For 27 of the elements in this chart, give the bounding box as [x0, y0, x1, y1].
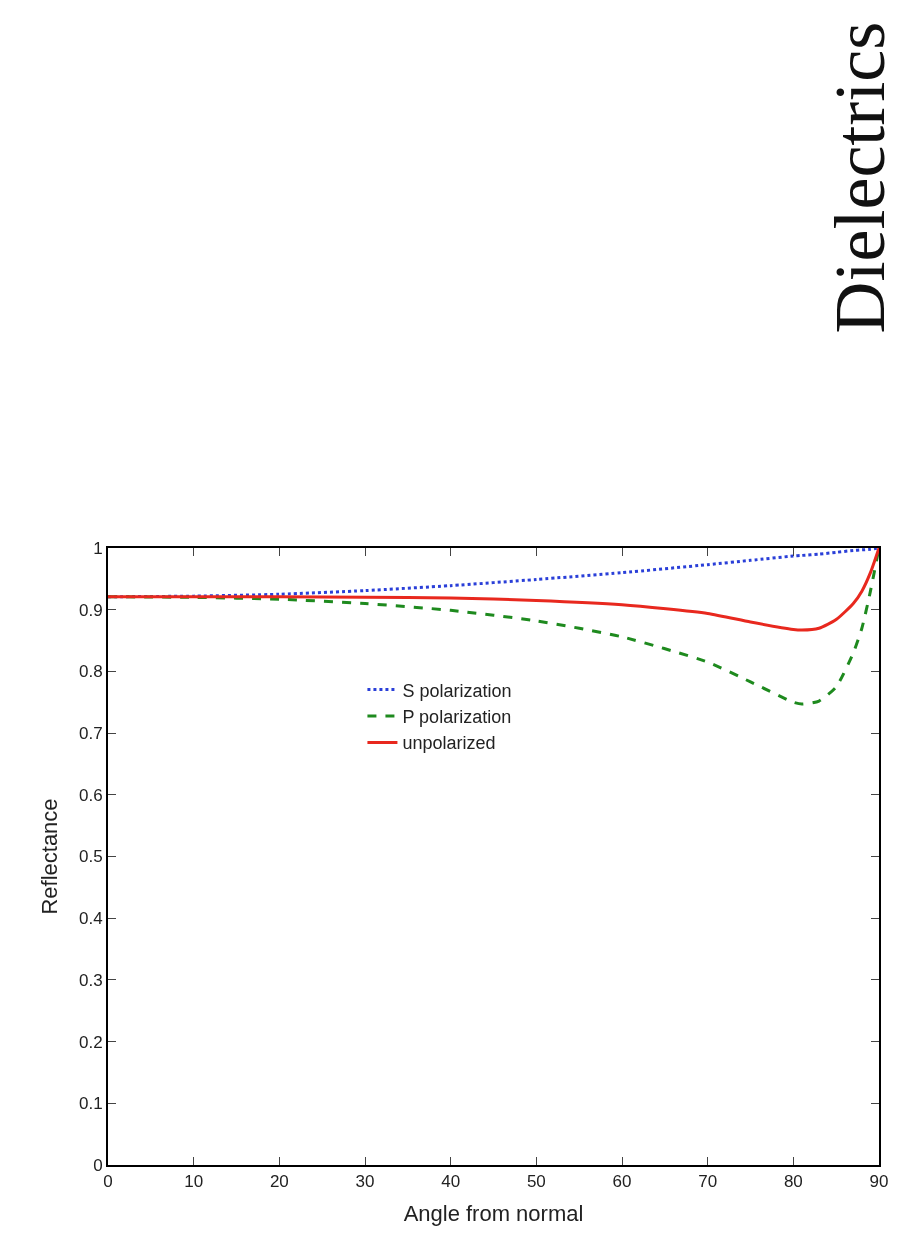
legend-label: unpolarized: [402, 733, 496, 754]
x-tick-label: 80: [783, 1172, 803, 1192]
x-axis-title: Angle from normal: [403, 1200, 584, 1226]
x-tick-label: 30: [355, 1172, 375, 1192]
x-tick-label: 20: [269, 1172, 289, 1192]
y-tick-label: 0.5: [78, 847, 103, 867]
y-tick-label: 0.1: [78, 1094, 103, 1114]
y-tick-label: 0.2: [78, 1032, 103, 1052]
legend-label: S polarization: [402, 680, 512, 701]
y-tick-label: 0.3: [78, 970, 103, 990]
text: Dielectrics: [819, 21, 900, 334]
y-tick-label: 1: [93, 538, 103, 558]
x-tick-label: 10: [184, 1172, 204, 1192]
y-tick-label: 0.6: [78, 785, 103, 805]
x-tick-label: 60: [612, 1172, 632, 1192]
y-tick-label: 0.9: [78, 600, 103, 620]
line-series: [108, 548, 879, 632]
x-tick-label: 50: [526, 1172, 546, 1192]
y-axis-title: Reflectance: [37, 798, 63, 915]
x-tick-label: 90: [869, 1172, 889, 1192]
x-tick-label: 70: [698, 1172, 718, 1192]
y-tick-label: 0.7: [78, 724, 103, 744]
y-tick-label: 0.8: [78, 662, 103, 682]
y-tick-label: 0: [93, 1155, 103, 1175]
x-tick-label: 40: [441, 1172, 461, 1192]
y-tick-label: 0.4: [78, 909, 103, 929]
legend-label: P polarization: [402, 707, 512, 728]
